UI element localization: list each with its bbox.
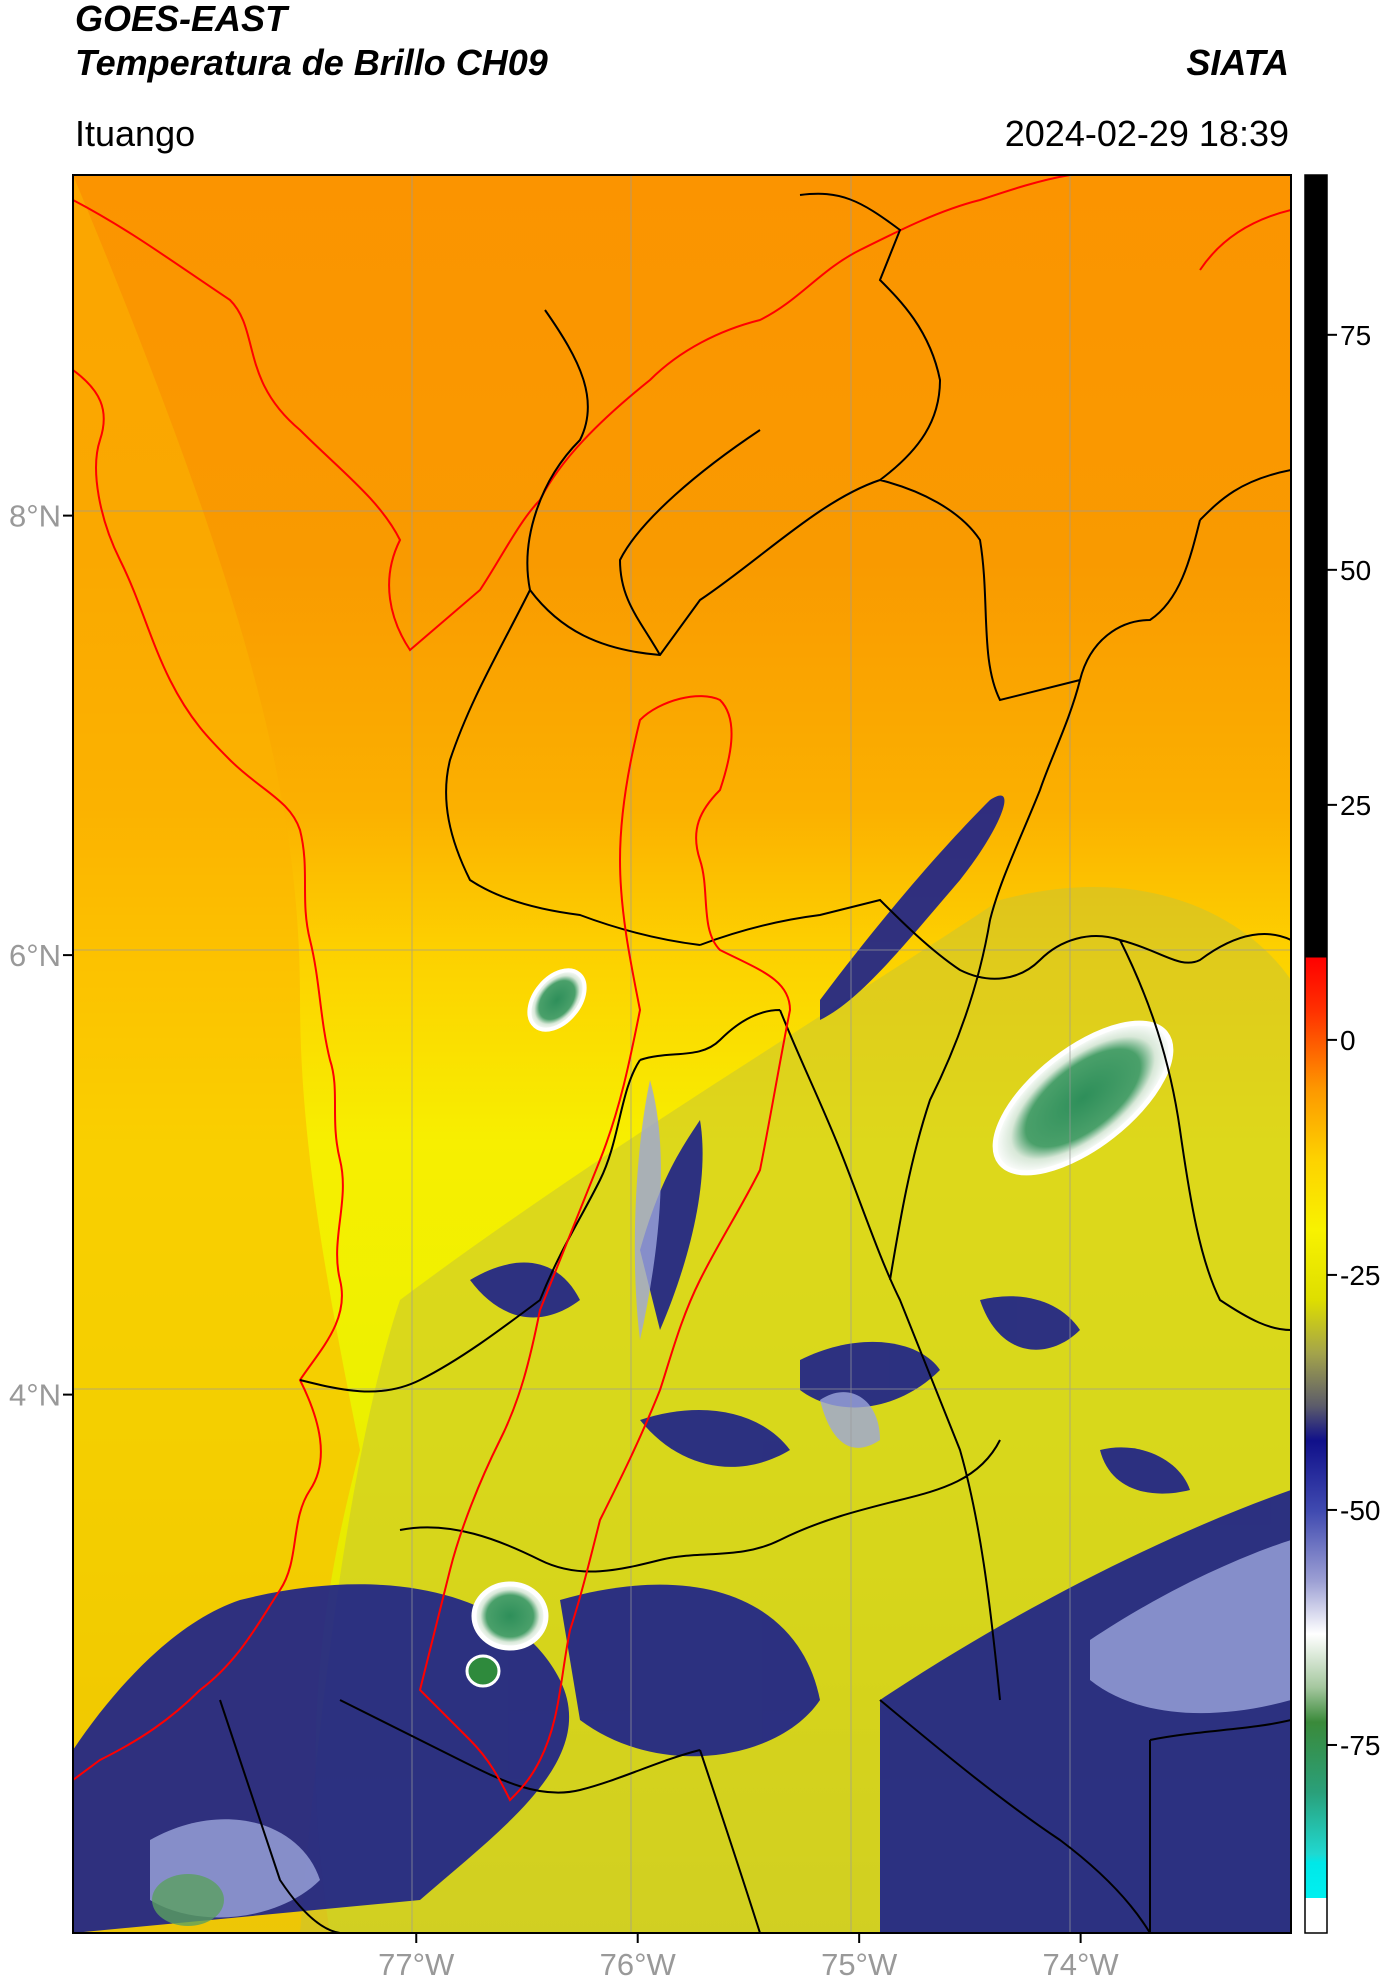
department-boundaries <box>219 192 1291 1933</box>
colorbar-tick-label: 0 <box>1340 1025 1356 1056</box>
map-title-satellite: GOES-EAST <box>75 0 288 39</box>
y-tick-label: 4°N <box>9 1378 61 1413</box>
map-frame <box>72 174 1292 1934</box>
colorbar-axis: 75 50 25 0 -25 -50 -75 <box>1327 320 1380 1761</box>
colorbar-ramp <box>1305 175 1327 1933</box>
colorbar-tick-label: -75 <box>1340 1730 1380 1761</box>
y-tick-label: 6°N <box>9 938 61 973</box>
colorbar: 75 50 25 0 -25 -50 -75 <box>1304 174 1380 1934</box>
x-tick-label: 75°W <box>821 1947 898 1981</box>
x-tick-label: 74°W <box>1043 1947 1120 1981</box>
y-tick-label: 8°N <box>9 499 61 534</box>
cold-core-south-small <box>465 1654 501 1688</box>
cold-core-east <box>992 1020 1174 1176</box>
map-title-product: Temperatura de Brillo CH09 <box>75 42 548 83</box>
basin-boundary <box>418 695 792 1802</box>
x-tick-label: 77°W <box>378 1947 455 1981</box>
colorbar-tick-label: -50 <box>1340 1495 1380 1526</box>
x-tick-label: 76°W <box>600 1947 677 1981</box>
cold-core-southwest <box>152 1874 224 1926</box>
colorbar-frame <box>1304 174 1328 1934</box>
cold-cloud-highlights <box>150 1080 1291 1918</box>
colorbar-tick-label: 25 <box>1340 790 1371 821</box>
colorbar-tick-label: 50 <box>1340 555 1371 586</box>
datetime-label: 2024-02-29 18:39 <box>1004 113 1289 154</box>
latitude-axis: 8°N 6°N 4°N <box>9 499 73 1413</box>
cold-core-south <box>471 1581 549 1651</box>
cold-core-north <box>527 968 587 1032</box>
region-label: Ituango <box>75 113 196 154</box>
colorbar-tick-label: -25 <box>1340 1260 1380 1291</box>
longitude-axis: 77°W 76°W 75°W 74°W <box>378 1933 1119 1981</box>
map-panel <box>73 175 1291 1933</box>
coastline <box>73 175 1291 1781</box>
colorbar-tick-label: 75 <box>1340 320 1371 351</box>
organization-label: SIATA <box>1186 42 1289 83</box>
